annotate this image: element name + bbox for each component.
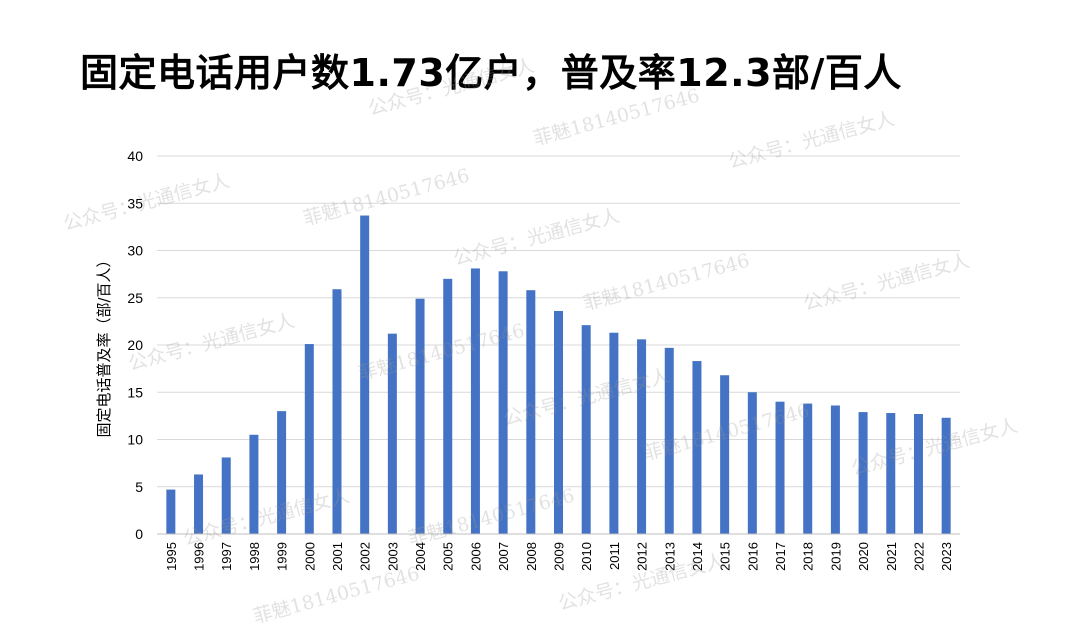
bar — [360, 215, 370, 534]
y-tick-label: 20 — [127, 337, 143, 353]
x-tick-label: 1998 — [247, 542, 262, 571]
bar — [443, 278, 453, 534]
x-tick-label: 2002 — [358, 542, 373, 571]
x-tick-label: 2019 — [828, 542, 843, 571]
x-tick-label: 2020 — [856, 542, 871, 571]
x-tick-label: 2013 — [662, 542, 677, 571]
x-tick-label: 2015 — [718, 542, 733, 571]
x-tick-label: 2008 — [524, 542, 539, 571]
bar — [720, 375, 730, 534]
x-axis-ticks: 1995 1996 1997 1998 1999 2000 2001 2002 2003 2004… — [164, 542, 954, 571]
bar-chart: 0 5 10 15 20 25 30 35 40 1995 1996 1997 1998 1999 200… — [95, 148, 960, 571]
bar — [858, 412, 868, 534]
bar — [387, 333, 397, 534]
y-tick-label: 5 — [135, 479, 143, 495]
bar — [775, 401, 785, 534]
bar — [941, 417, 951, 534]
y-tick-label: 10 — [127, 432, 143, 448]
x-tick-label: 2006 — [468, 542, 483, 571]
x-tick-label: 1997 — [219, 542, 234, 571]
bar — [664, 347, 674, 534]
y-tick-label: 35 — [127, 195, 143, 211]
x-tick-label: 2016 — [745, 542, 760, 571]
bar — [554, 310, 563, 534]
y-axis-label: 固定电话普及率（部/百人） — [95, 252, 113, 437]
bar — [803, 403, 813, 534]
bar — [277, 411, 287, 534]
bar — [249, 434, 259, 534]
x-tick-label: 2003 — [385, 542, 400, 571]
bar — [194, 474, 204, 534]
bar — [304, 344, 314, 534]
y-tick-label: 40 — [127, 148, 143, 164]
x-tick-label: 2001 — [330, 542, 345, 571]
x-tick-label: 2007 — [496, 542, 511, 571]
chart-title: 固定电话用户数1.73亿户，普及率12.3部/百人 — [80, 51, 902, 95]
x-tick-label: 2010 — [579, 542, 594, 571]
x-tick-label: 2009 — [552, 542, 567, 571]
x-tick-label: 2011 — [607, 542, 622, 570]
bar — [913, 413, 923, 534]
bar — [886, 413, 896, 534]
bar — [470, 268, 480, 534]
bar — [609, 332, 619, 534]
y-tick-label: 25 — [127, 290, 143, 306]
bar — [692, 361, 702, 534]
y-tick-label: 30 — [127, 243, 143, 259]
bar — [221, 457, 231, 534]
bar — [166, 489, 176, 534]
x-tick-label: 2012 — [635, 542, 650, 571]
y-tick-label: 0 — [135, 526, 143, 542]
bar — [498, 271, 508, 534]
bar — [830, 405, 840, 534]
bar — [581, 325, 591, 534]
bar — [415, 298, 425, 534]
x-tick-label: 2014 — [690, 542, 705, 571]
bars — [166, 215, 951, 534]
bar — [526, 290, 536, 534]
bar — [747, 392, 757, 534]
bar — [332, 289, 342, 534]
x-tick-label: 1996 — [192, 542, 207, 571]
x-tick-label: 2017 — [773, 542, 788, 571]
x-tick-label: 2021 — [884, 542, 899, 571]
x-tick-label: 2018 — [801, 542, 816, 571]
y-tick-label: 15 — [127, 384, 143, 400]
bar — [637, 339, 647, 534]
x-tick-label: 2023 — [939, 542, 954, 571]
x-tick-label: 2000 — [302, 542, 317, 571]
x-tick-label: 1995 — [164, 542, 179, 571]
x-tick-label: 2004 — [413, 542, 428, 571]
y-axis-ticks: 0 5 10 15 20 25 30 35 40 — [127, 148, 143, 542]
x-tick-label: 2022 — [911, 542, 926, 571]
x-tick-label: 1999 — [275, 542, 290, 571]
x-tick-label: 2005 — [441, 542, 456, 571]
